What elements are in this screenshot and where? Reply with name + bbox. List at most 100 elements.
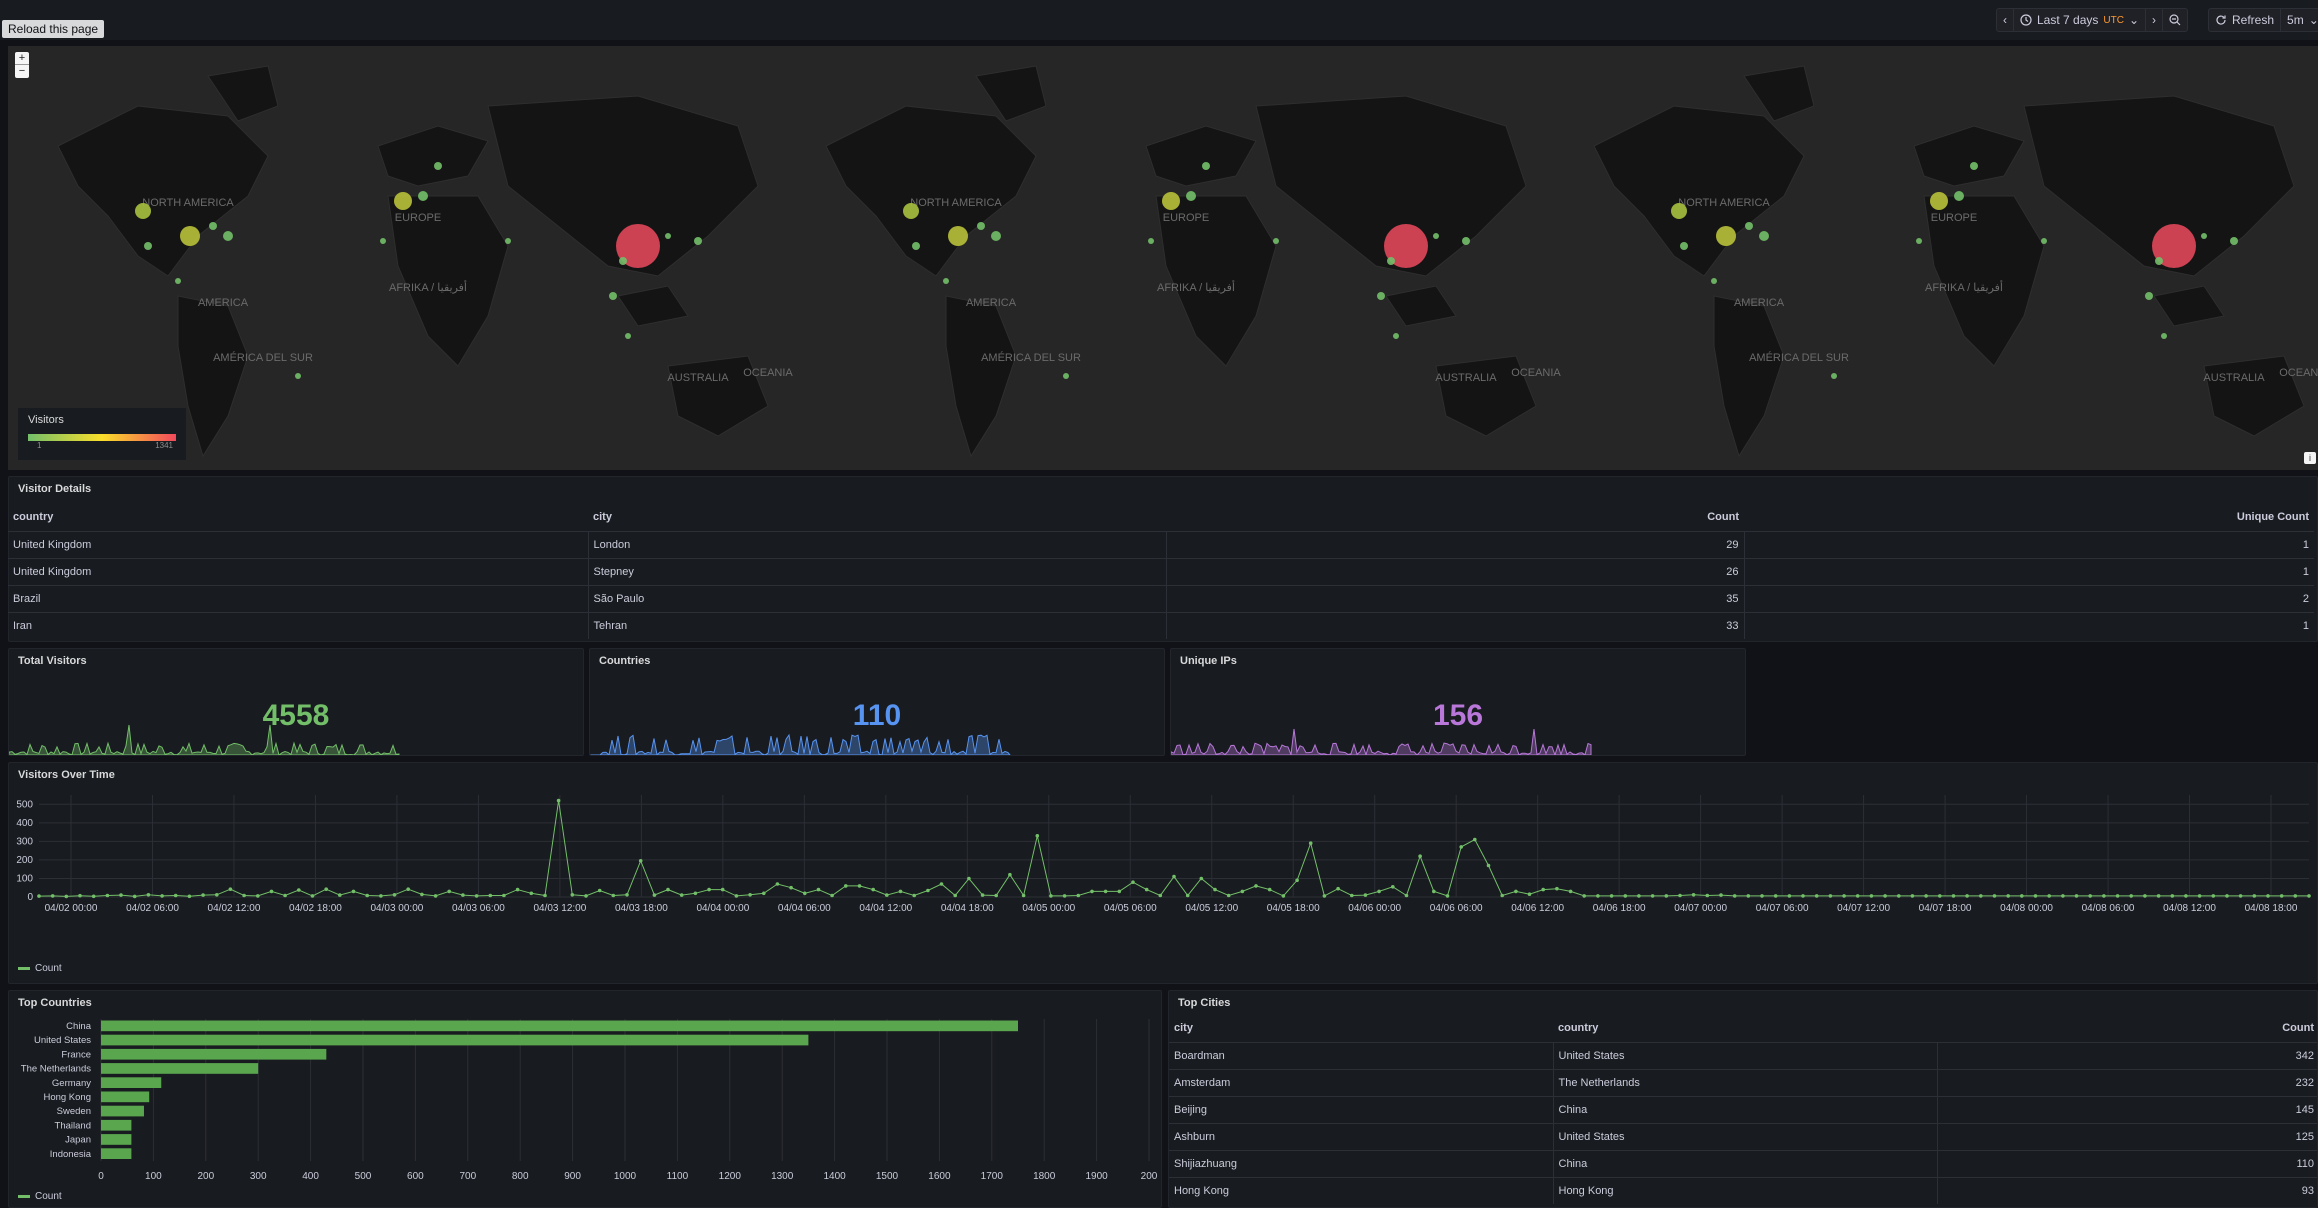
data-point [1801, 894, 1805, 898]
time-range-button[interactable]: Last 7 days UTC ⌄ [2014, 9, 2146, 31]
data-point [720, 887, 725, 892]
data-point [1213, 887, 1217, 892]
zoom-in-button[interactable]: + [15, 52, 29, 65]
chart-legend[interactable]: Count [18, 1191, 62, 1202]
x-tick-label: 04/03 18:00 [615, 903, 668, 914]
cell-city: São Paulo [587, 584, 1166, 612]
visitor-marker [948, 226, 968, 246]
column-header-unique-count[interactable]: Unique Count [2236, 511, 2309, 524]
data-point [2184, 894, 2188, 898]
data-point [1842, 894, 1846, 898]
refresh-picker[interactable]: Refresh 5m ⌄ [2208, 8, 2318, 32]
x-tick-label: 04/06 06:00 [1430, 903, 1483, 914]
data-point [748, 893, 752, 897]
column-header-city[interactable]: city [593, 511, 612, 524]
x-tick-label: 400 [302, 1171, 319, 1182]
visitor-marker [943, 278, 949, 284]
column-header-count[interactable]: Count [2282, 1022, 2314, 1035]
column-header-country[interactable]: country [13, 511, 54, 524]
bar-chart[interactable]: 0 100 200 300 400 500 600 700 800 900 1000 1100 1200… [9, 1009, 1162, 1208]
visitor-details-table: country city Count Unique Count United K… [8, 504, 2314, 639]
data-point [119, 893, 123, 897]
visitor-marker [2152, 224, 2196, 268]
x-tick-label: 04/02 06:00 [126, 903, 179, 914]
world-map[interactable]: NORTH AMERICA EUROPE AFRIKA / أفريقيا AMÉRI… [8, 46, 2318, 470]
continent-shape [1255, 95, 1527, 277]
continent-shape [2203, 355, 2305, 437]
data-point [1855, 894, 1860, 898]
x-tick-label: 04/07 18:00 [1919, 903, 1972, 914]
legend-swatch [18, 967, 30, 970]
data-point [543, 893, 547, 898]
column-header-country[interactable]: country [1558, 1022, 1599, 1035]
category-label: Thailand [55, 1120, 91, 1131]
x-tick-label: 200 [197, 1171, 214, 1182]
x-tick-label: 500 [355, 1171, 372, 1182]
reload-button[interactable]: Reload this page [2, 20, 105, 38]
visitor-marker [295, 373, 301, 379]
continent-shape [617, 285, 689, 327]
data-point [529, 891, 534, 896]
line-chart[interactable]: 0 100 200 300 400 500 04/02 00:00 04/02 06:00 04… [9, 785, 2318, 984]
time-back-button[interactable]: ‹ [1997, 9, 2014, 31]
y-tick-label: 500 [16, 799, 33, 810]
data-point [734, 894, 739, 898]
refresh-interval-select[interactable]: 5m ⌄ [2281, 9, 2318, 31]
legend-label: Count [35, 1191, 62, 1202]
zoom-out-button[interactable]: − [18, 65, 26, 77]
time-forward-button[interactable]: › [2146, 9, 2163, 31]
map-canvas[interactable]: NORTH AMERICA EUROPE AFRIKA / أفريقيا AMÉRI… [8, 46, 2318, 470]
data-point [488, 893, 493, 898]
x-tick-label: 04/03 12:00 [533, 903, 586, 914]
data-point [1500, 893, 1504, 898]
x-tick-label: 04/05 12:00 [1185, 903, 1238, 914]
data-point [256, 894, 260, 898]
data-point [1404, 893, 1409, 898]
data-point [37, 894, 41, 898]
x-tick-label: 700 [459, 1171, 476, 1182]
data-point [406, 887, 411, 891]
visitor-marker [180, 226, 200, 246]
data-point [2143, 894, 2147, 898]
time-picker[interactable]: ‹ Last 7 days UTC ⌄ › [1996, 8, 2188, 32]
refresh-button[interactable]: Refresh [2209, 9, 2282, 31]
continent-shape [57, 105, 269, 277]
data-point [1965, 894, 1969, 898]
data-point [2020, 894, 2024, 898]
chart-legend[interactable]: Count [18, 963, 62, 974]
zoom-out-time-button[interactable] [2163, 9, 2187, 31]
visitor-marker [2145, 292, 2153, 300]
attribution-info-button[interactable]: i [2304, 452, 2316, 464]
data-point [2129, 894, 2133, 898]
data-point [2252, 894, 2257, 898]
bar [101, 1119, 132, 1131]
data-point [215, 893, 219, 897]
x-tick-label: 1700 [981, 1171, 1004, 1182]
visitor-marker [175, 278, 181, 284]
data-point [1185, 893, 1190, 898]
cell-city: Tehran [587, 611, 1166, 639]
data-point [652, 893, 657, 897]
visitor-marker [1273, 238, 1279, 244]
column-header-city[interactable]: city [1174, 1022, 1193, 1035]
timezone-label: UTC [2103, 14, 2124, 26]
continent-shape [1593, 105, 1805, 277]
x-tick-label: 04/07 00:00 [1674, 903, 1727, 914]
column-header-count[interactable]: Count [1707, 511, 1739, 524]
data-point [1623, 894, 1628, 898]
data-point [1924, 894, 1928, 898]
data-point [1787, 894, 1792, 898]
x-tick-label: 04/06 18:00 [1593, 903, 1646, 914]
data-point [1117, 889, 1122, 894]
x-tick-label: 04/02 12:00 [208, 903, 261, 914]
top-cities-panel: Top Cities city country Count Boardman Un… [1168, 990, 2318, 1208]
data-point [2293, 894, 2298, 898]
data-point [1582, 894, 1586, 898]
continent-label: AUSTRALIA [2203, 372, 2265, 384]
visitor-marker [1711, 278, 1717, 284]
continent-shape [487, 95, 759, 277]
cell-city: Boardman [1169, 1041, 1553, 1069]
visitor-marker [223, 231, 233, 241]
data-point [515, 887, 520, 892]
table-row: Boardman United States 342 [1169, 1041, 2317, 1069]
